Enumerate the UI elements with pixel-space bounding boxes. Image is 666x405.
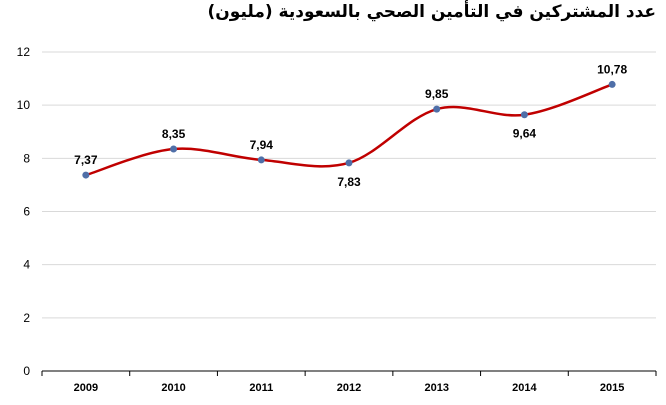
x-tick-label: 2015 xyxy=(600,382,624,394)
y-axis-ticks: 0 2 4 6 8 10 12 xyxy=(17,45,31,378)
y-tick-label: 4 xyxy=(23,258,30,272)
data-label: 9,64 xyxy=(513,127,537,141)
data-point-2009 xyxy=(82,171,90,179)
x-tick-label: 2009 xyxy=(74,382,98,394)
data-label: 9,85 xyxy=(425,87,449,101)
x-tick-label: 2013 xyxy=(424,382,448,394)
x-tick-label: 2012 xyxy=(337,382,361,394)
data-labels: 7,37 8,35 7,94 7,83 9,85 9,64 10,78 xyxy=(74,62,627,188)
data-point-2011 xyxy=(257,156,265,164)
chart-title: عدد المشتركين في التأمين الصحي بالسعودية… xyxy=(207,2,656,22)
y-tick-label: 8 xyxy=(23,151,30,165)
x-tick-label: 2011 xyxy=(249,382,273,394)
y-tick-label: 12 xyxy=(17,45,31,59)
data-label: 7,83 xyxy=(337,175,361,189)
axes xyxy=(41,370,657,376)
y-tick-label: 10 xyxy=(17,98,31,112)
series xyxy=(82,80,616,179)
gridlines xyxy=(42,51,656,319)
data-point-2014 xyxy=(520,111,528,119)
y-tick-label: 2 xyxy=(23,311,30,325)
data-label: 7,94 xyxy=(250,138,274,152)
data-point-2013 xyxy=(433,105,441,113)
data-point-2012 xyxy=(345,159,353,167)
y-tick-label: 6 xyxy=(23,205,30,219)
data-point-2010 xyxy=(170,145,178,153)
data-label: 7,37 xyxy=(74,153,98,167)
data-label: 10,78 xyxy=(597,62,627,76)
data-point-2015 xyxy=(608,80,616,88)
y-tick-label: 0 xyxy=(23,364,30,378)
x-tick-label: 2010 xyxy=(161,382,185,394)
data-label: 8,35 xyxy=(162,127,186,141)
x-tick-label: 2014 xyxy=(512,382,537,394)
x-axis-ticks: 2009 2010 2011 2012 2013 2014 2015 xyxy=(74,382,625,394)
